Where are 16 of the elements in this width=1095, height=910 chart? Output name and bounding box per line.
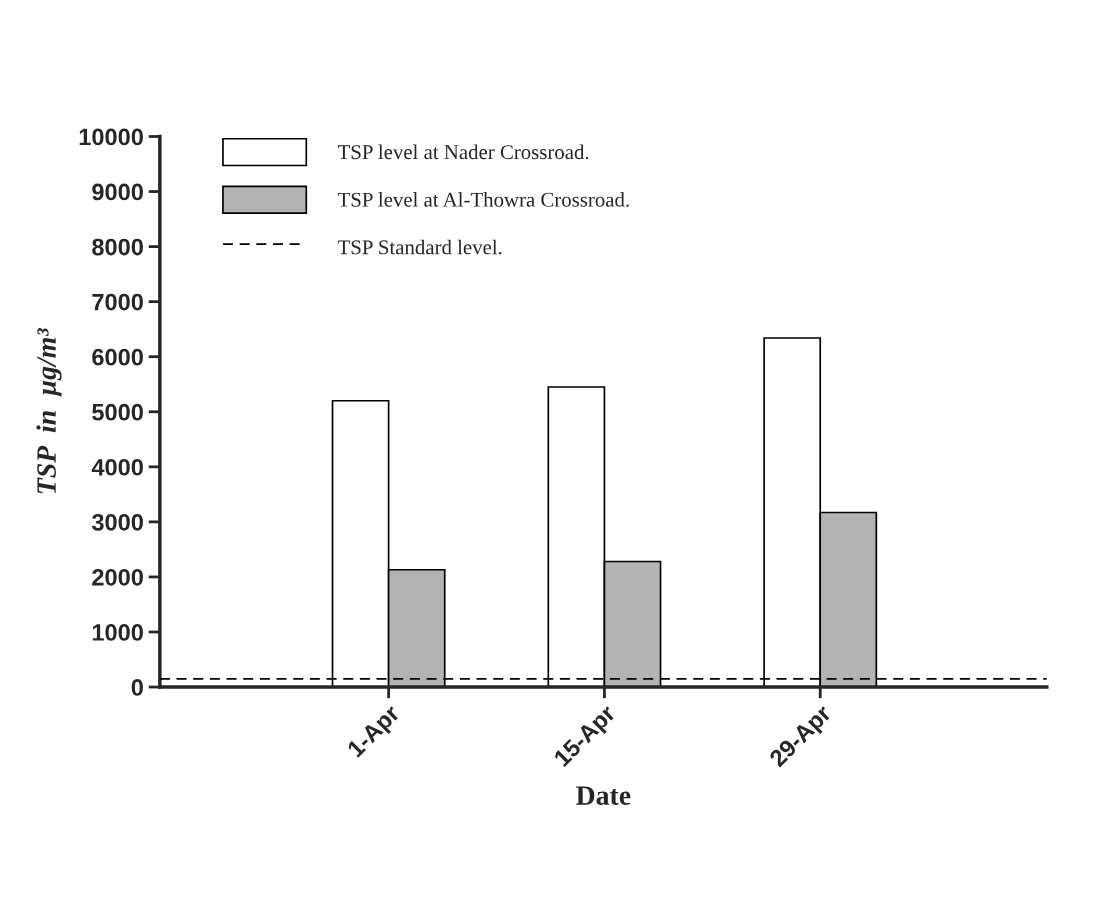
y-tick-label: 2000 [92, 569, 143, 586]
y-tick-label: 3000 [91, 513, 143, 531]
y-tick-label: 8000 [92, 238, 143, 256]
legend-label: TSP Standard level. [337, 239, 502, 255]
legend-label: TSP level at Al-Thowra Crossroad. [337, 192, 629, 207]
y-tick-label: 5000 [92, 403, 143, 421]
y-tick-label: 4000 [91, 458, 143, 476]
y-tick-label: 10000 [79, 128, 143, 146]
legend-label: TSP level at Nader Crossroad. [337, 144, 589, 160]
y-tick-label: 1000 [92, 624, 143, 641]
y-tick-label: 6000 [92, 348, 143, 366]
y-tick-label: 9000 [92, 183, 143, 201]
y-tick-label: 0 [131, 679, 143, 696]
x-axis-title: Date [576, 786, 631, 805]
y-axis-title: TSP in µg/m³ [36, 328, 62, 494]
y-tick-label: 7000 [92, 293, 143, 311]
